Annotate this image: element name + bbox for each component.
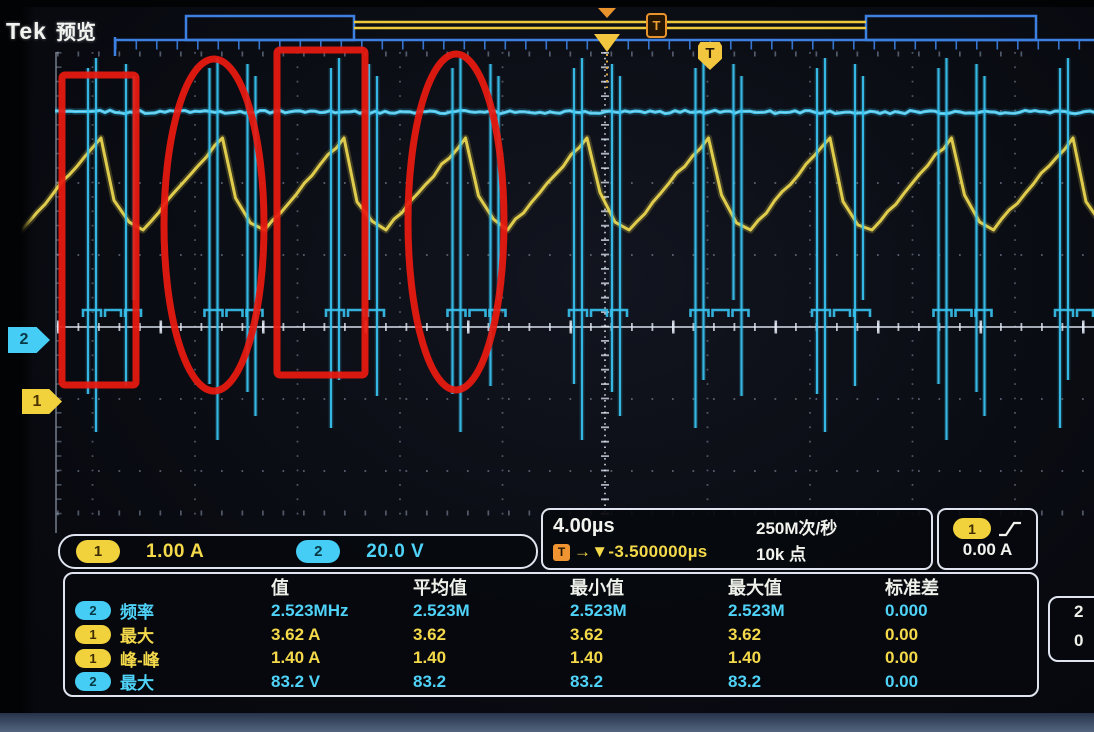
bezel-bottom (0, 713, 1094, 732)
ch1-badge: 1 (76, 540, 120, 563)
trigger-source: 1 (953, 518, 1022, 539)
measurement-name: 最大 (120, 627, 154, 646)
clipped-readout-box: 2 0 (1048, 596, 1094, 662)
ch2-trace (54, 58, 1094, 440)
measurement-name: 频率 (120, 603, 154, 623)
col-header-max: 最大值 (728, 578, 782, 599)
measurement-max: 3.62 (728, 624, 762, 644)
trigger-readout: 1 0.00 A (937, 508, 1038, 570)
col-header-std: 标准差 (885, 578, 939, 599)
measurement-min: 2.523M (570, 600, 627, 620)
table-row-label: 2 最大 (75, 669, 271, 694)
clipped-text-1: 2 (1074, 602, 1084, 621)
ch2-badge: 2 (75, 601, 111, 621)
tek-logo: Tek 预览 (6, 16, 96, 45)
measurement-value: 2.523MHz (271, 600, 349, 620)
measurement-mean: 1.40 (413, 648, 447, 668)
table-row-label: 1 峰-峰 (75, 646, 271, 671)
measurement-min: 1.40 (570, 648, 604, 668)
ch1-badge: 1 (75, 625, 111, 644)
rising-edge-icon (999, 521, 1021, 536)
ch2-badge: 2 (296, 540, 341, 563)
trigger-source-badge: 1 (953, 518, 991, 539)
measurement-name: 最大 (120, 674, 154, 694)
measurement-min: 3.62 (570, 624, 604, 644)
measurement-mean: 2.523M (413, 600, 470, 620)
table-row-label: 1 最大 (75, 622, 271, 647)
col-header-mean: 平均值 (413, 578, 467, 599)
channel-scale-readout: 1 1.00 A 2 20.0 V (58, 534, 538, 569)
measurement-table: 值 平均值 最小值 最大值 标准差 2 频率 2.523MHz 2.523M 2… (63, 572, 1039, 697)
table-row-label: 2 频率 (75, 598, 271, 623)
trigger-t-icon: T (553, 543, 570, 561)
timebase-readout: 4.00µs 250M次/秒 T →▼-3.500000µs 10k 点 (541, 508, 933, 570)
ch1-trace (0, 134, 1094, 234)
red-annotations (58, 46, 508, 395)
measurement-value: 3.62 A (271, 624, 321, 644)
bezel-left (0, 0, 34, 732)
measurement-std: 0.000 (885, 600, 928, 620)
measurement-value: 83.2 V (271, 671, 321, 691)
measurement-max: 2.523M (728, 600, 785, 620)
trigger-delay-value: →▼-3.500000µs (574, 542, 708, 561)
measurement-mean: 83.2 (413, 671, 447, 691)
col-header-min: 最小值 (570, 578, 624, 599)
record-view-bar (113, 8, 1094, 88)
measurement-min: 83.2 (570, 671, 604, 691)
measurement-value: 1.40 A (271, 648, 321, 668)
measurement-name: 峰-峰 (120, 650, 160, 670)
acquisition-mode-label: 预览 (55, 22, 96, 44)
measurement-std: 0.00 (885, 624, 919, 644)
trigger-window-t-icon: T (646, 13, 667, 38)
timebase-scale: 4.00µs (553, 514, 615, 537)
col-header-value: 值 (271, 578, 289, 599)
measurement-max: 83.2 (728, 671, 762, 691)
ch2-badge: 2 (75, 672, 111, 692)
record-length: 10k 点 (756, 544, 807, 564)
bezel-top (0, 0, 1094, 7)
measurement-std: 0.00 (885, 648, 919, 668)
ch1-badge: 1 (75, 648, 111, 668)
measurement-max: 1.40 (728, 648, 762, 668)
clipped-text-2: 0 (1074, 631, 1084, 650)
ch1-scale: 1.00 A (146, 540, 205, 562)
brand-label: Tek (6, 18, 47, 44)
sample-rate: 250M次/秒 (756, 518, 838, 538)
trigger-level: 0.00 A (962, 540, 1013, 559)
ch2-scale: 20.0 V (366, 540, 425, 562)
measurement-std: 0.00 (885, 671, 919, 691)
trigger-delay: T →▼-3.500000µs (553, 542, 756, 562)
measurement-mean: 3.62 (413, 624, 447, 644)
